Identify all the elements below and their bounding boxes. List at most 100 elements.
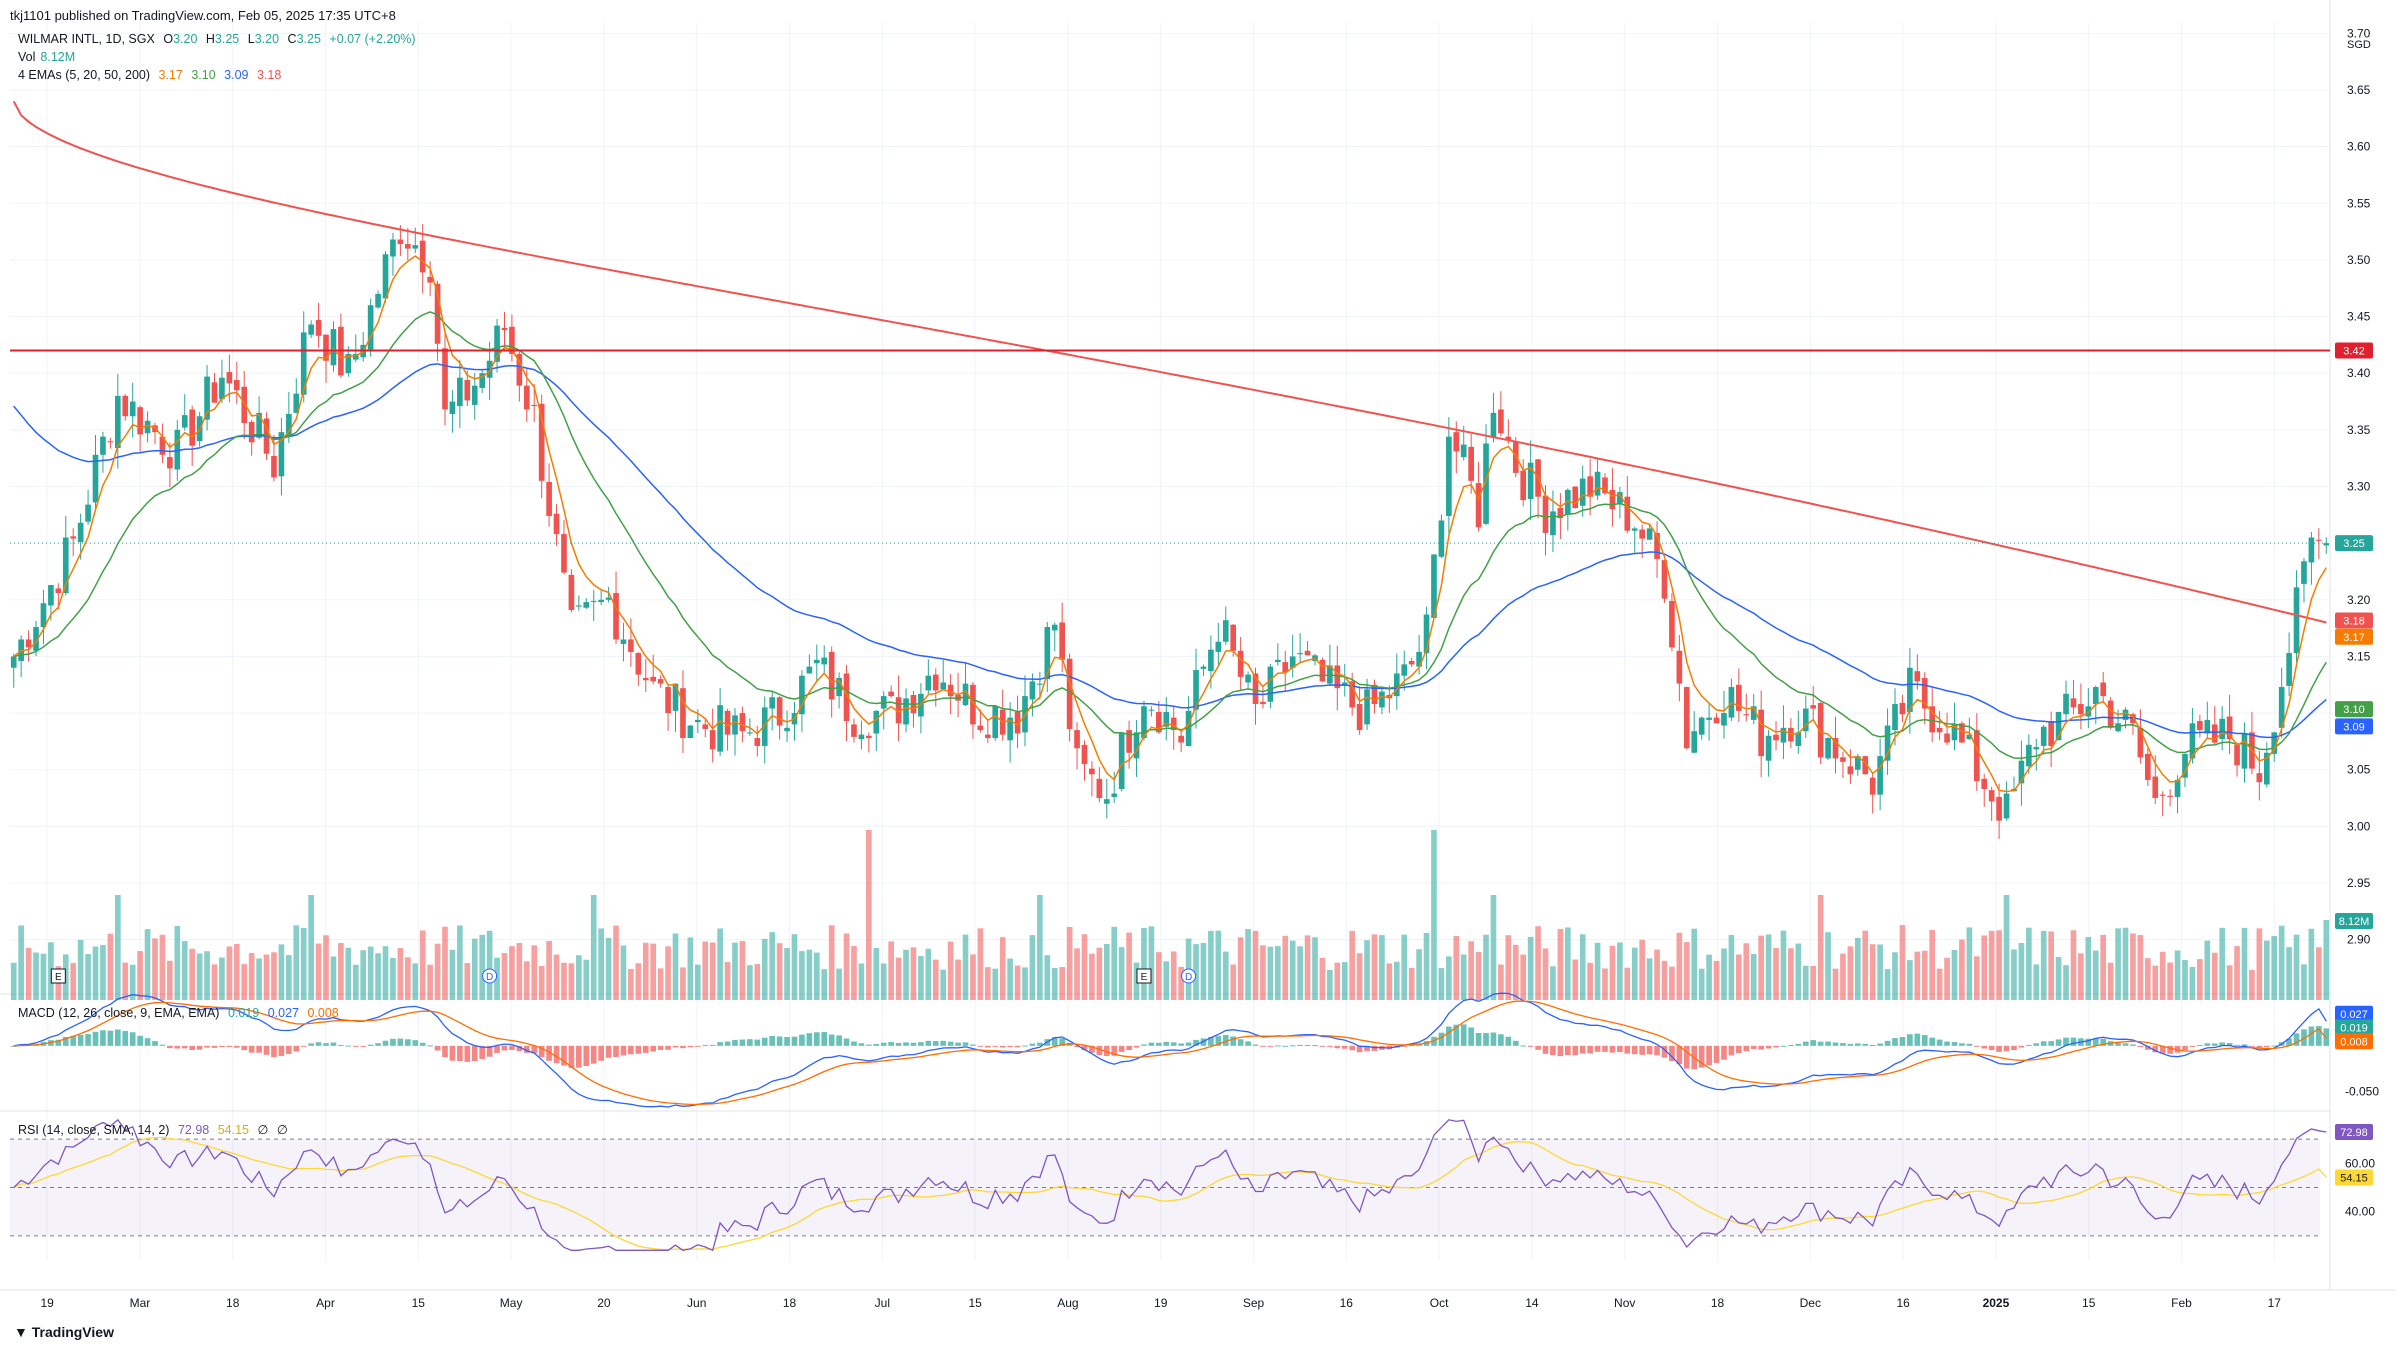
- volume-bar: [538, 965, 545, 1000]
- macd-hist-bar: [2152, 1045, 2159, 1053]
- volume-bar: [1557, 928, 1564, 1000]
- macd-hist-bar: [1118, 1045, 1125, 1052]
- candle-body: [1222, 620, 1229, 642]
- volume-bar: [1698, 968, 1705, 1000]
- macd-hist-bar: [531, 1045, 538, 1054]
- volume-bar: [1602, 968, 1608, 1000]
- volume-bar: [791, 934, 798, 1000]
- candle-body: [1862, 756, 1869, 775]
- candle-body: [1527, 462, 1534, 499]
- volume-bar: [1587, 962, 1593, 1000]
- volume-bar: [114, 895, 121, 1000]
- macd-hist-bar: [1951, 1041, 1958, 1046]
- volume-bar: [100, 944, 106, 1000]
- candle-body: [501, 327, 508, 331]
- candle-body: [85, 504, 91, 522]
- macd-hist-bar: [286, 1045, 292, 1054]
- volume-bar: [806, 949, 813, 1000]
- candle-body: [1289, 656, 1296, 668]
- macd-hist-bar: [1892, 1038, 1898, 1046]
- volume-bar: [568, 963, 575, 1000]
- candle-body: [1044, 626, 1051, 680]
- candle-body: [2204, 719, 2211, 734]
- macd-badge: [2335, 1033, 2373, 1050]
- volume-bar: [404, 957, 411, 1000]
- volume-bar: [531, 945, 538, 1000]
- macd-hist-bar: [970, 1044, 976, 1046]
- volume-bar: [1215, 930, 1222, 1000]
- macd-hist-bar: [888, 1041, 894, 1046]
- candle-body: [1736, 684, 1742, 711]
- macd-hist-bar: [1438, 1032, 1445, 1046]
- macd-hist-bar: [233, 1045, 240, 1048]
- volume-bar: [144, 929, 151, 1000]
- volume-bar: [851, 945, 857, 1000]
- volume-bar: [895, 957, 902, 1000]
- candle-body: [813, 659, 820, 664]
- volume-bar: [1349, 930, 1356, 1000]
- volume-bar: [189, 948, 196, 1000]
- volume-bar: [1847, 946, 1854, 1000]
- volume-bar: [2137, 935, 2144, 1000]
- macd-hist-bar: [903, 1042, 909, 1046]
- macd-hist-bar: [620, 1045, 627, 1056]
- candle-body: [2263, 752, 2270, 785]
- rsi-tick-label: 40.00: [2345, 1205, 2375, 1219]
- volume-bar: [1356, 953, 1363, 1000]
- volume-bar: [300, 927, 307, 1000]
- macd-hist-bar: [546, 1045, 552, 1061]
- candle-body: [233, 380, 240, 391]
- legend-symbol: WILMAR INTL, 1D, SGX: [18, 32, 155, 46]
- volume-bar: [167, 960, 173, 1000]
- volume-bar: [984, 967, 991, 1000]
- candle-body: [1743, 714, 1750, 716]
- ema5-line: [13, 255, 2327, 793]
- candle-body: [1051, 624, 1058, 631]
- macd-hist-bar: [843, 1038, 850, 1046]
- x-tick-label: 14: [1525, 1296, 1539, 1310]
- candle-body: [1423, 614, 1430, 654]
- macd-hist-bar: [1579, 1045, 1586, 1054]
- volume-bar: [992, 968, 999, 1000]
- candle-body: [739, 713, 746, 732]
- macd-hist-bar: [1713, 1045, 1720, 1063]
- candle-body: [1401, 664, 1408, 676]
- volume-bar: [1914, 951, 1921, 1000]
- macd-hist-bar: [360, 1045, 367, 1047]
- x-tick-label: Apr: [316, 1296, 335, 1310]
- macd-hist-bar: [92, 1031, 99, 1046]
- volume-bar: [2130, 933, 2136, 1000]
- macd-hist-bar: [1453, 1024, 1460, 1046]
- price-tick-label: 3.35: [2347, 423, 2371, 437]
- macd-hist-bar: [1765, 1045, 1772, 1049]
- macd-hist-bar: [494, 1045, 500, 1053]
- macd-hist-bar: [1854, 1043, 1861, 1046]
- volume-bar: [122, 962, 129, 1000]
- macd-hist-bar: [1959, 1043, 1965, 1046]
- macd-hist-bar: [1059, 1038, 1066, 1046]
- candle-body: [315, 319, 322, 336]
- macd-hist-bar: [1550, 1045, 1556, 1056]
- macd-hist-bar: [1773, 1045, 1779, 1048]
- macd-hist-bar: [984, 1045, 991, 1048]
- candle-body: [2197, 721, 2203, 731]
- candle-body: [1676, 650, 1683, 684]
- candle-body: [1356, 704, 1363, 731]
- macd-hist-bar: [1520, 1045, 1527, 1047]
- macd-hist-bar: [1089, 1045, 1095, 1053]
- macd-hist-bar: [2271, 1045, 2278, 1047]
- macd-hist-bar: [1252, 1044, 1259, 1046]
- x-tick-label: 17: [2268, 1296, 2282, 1310]
- macd-line: [13, 992, 2327, 1108]
- volume-bar: [1319, 957, 1326, 1000]
- candle-body: [858, 734, 865, 740]
- volume-bar: [85, 954, 91, 1000]
- volume-bar: [866, 830, 872, 1000]
- macd-hist-bar: [813, 1032, 820, 1046]
- candle-body: [77, 522, 84, 543]
- volume-bar: [1631, 947, 1638, 1000]
- volume-bar: [286, 955, 292, 1000]
- macd-hist-bar: [501, 1045, 508, 1051]
- volume-bar: [338, 943, 344, 1000]
